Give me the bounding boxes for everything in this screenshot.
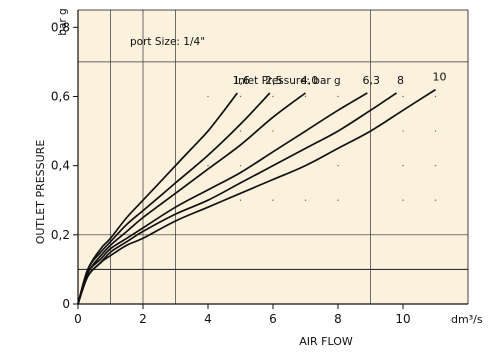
x-tick-label: 6 [269, 312, 277, 326]
grid-dot [304, 199, 307, 201]
series-curve [77, 92, 238, 305]
grid-dot [434, 95, 437, 98]
grid-dot [337, 95, 339, 98]
grid-dot [207, 164, 209, 167]
grid-dot [434, 130, 437, 132]
grid-dot [304, 95, 307, 98]
y-tick-labels: 0 0,2 0,4 0,6 0,8 [51, 20, 78, 311]
y-tick-label: 0 [62, 297, 70, 311]
y-tick-label: 0,4 [51, 159, 70, 173]
series-label: 2,5 [265, 74, 283, 87]
series-curve [77, 92, 307, 305]
y-axis-title: OUTLET PRESSURE [34, 140, 47, 245]
series-curve [77, 92, 271, 305]
y-tick-label: 0,6 [51, 89, 70, 103]
grid-dot [402, 95, 404, 98]
x-axis-unit: dm³/s [451, 313, 483, 326]
port-size-annotation: port Size: 1/4" [130, 36, 205, 48]
plot-background [78, 10, 468, 304]
grid-dot [337, 199, 339, 201]
series-curve [77, 88, 436, 305]
x-tick-label: 2 [139, 312, 147, 326]
grid-dot [207, 95, 209, 98]
x-tick-label: 4 [204, 312, 212, 326]
grid-dot [337, 164, 339, 167]
y-axis-unit: bar g [57, 8, 69, 35]
grid-dot [239, 130, 242, 132]
series-label: 10 [433, 71, 447, 84]
grid-dot [434, 164, 437, 167]
grid-dot [402, 164, 404, 167]
grid-dot [272, 95, 274, 98]
grid-dot [239, 199, 242, 201]
series-curves [77, 88, 436, 305]
x-tick-labels: 0 2 4 6 8 10 [74, 304, 411, 326]
x-tick-label: 8 [334, 312, 342, 326]
y-tick-label: 0,8 [51, 20, 70, 34]
series-label: 4,0 [301, 74, 319, 87]
x-tick-label: 10 [395, 312, 410, 326]
grid-dot [239, 95, 242, 98]
grid-dot [402, 199, 404, 201]
x-tick-label: 0 [74, 312, 82, 326]
grid-dot [272, 199, 274, 201]
inlet-pressure-annotation: Inlet Pressure: bar g [235, 75, 341, 87]
grid-dot [272, 130, 274, 132]
grid-dot [239, 164, 242, 167]
series-label: 1,6 [233, 74, 251, 87]
grid-dot [434, 199, 437, 201]
series-curve [77, 92, 368, 305]
series-label: 8 [397, 74, 404, 87]
grid-dot [402, 130, 404, 132]
series-label: 6,3 [363, 74, 381, 87]
x-axis-title: AIR FLOW [299, 335, 353, 348]
series-labels: 1,6 2,5 4,0 6,3 8 10 [233, 71, 447, 87]
y-tick-label: 0,2 [51, 228, 70, 242]
